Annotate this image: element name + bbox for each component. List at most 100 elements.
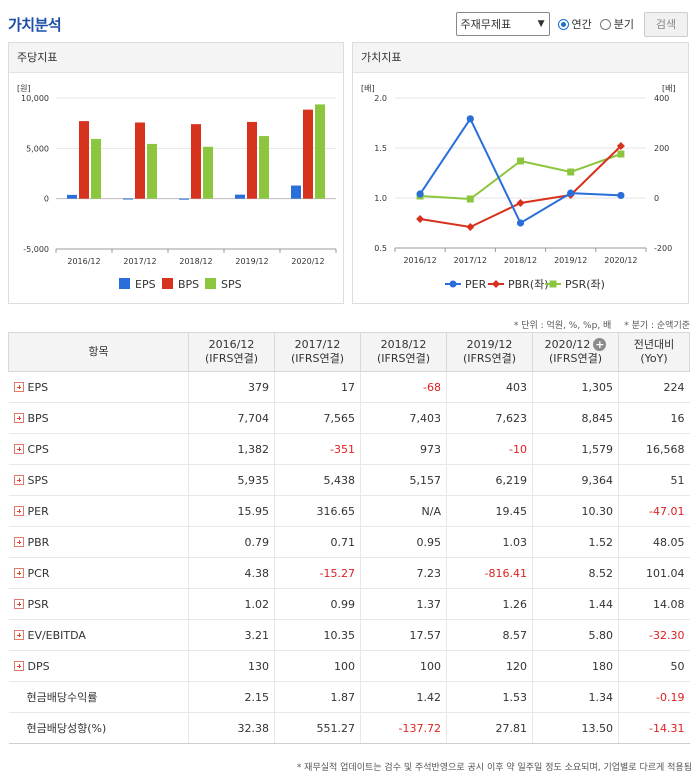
radio-quarter-label: 분기 xyxy=(613,18,634,31)
row-label[interactable]: EPS xyxy=(8,371,189,403)
y-tick-label: -5,000 xyxy=(23,245,49,254)
right-unit-label: [배] xyxy=(662,84,676,93)
footnote: * 재무실적 업데이트는 검수 및 주석반영으로 공시 이후 약 일주일 정도 … xyxy=(296,763,692,773)
table-cell: 0.71 xyxy=(274,526,361,558)
table-cell: 180 xyxy=(532,650,619,682)
bar-eps xyxy=(179,198,189,200)
table-cell: 1.37 xyxy=(360,588,447,620)
table-cell: 1.44 xyxy=(532,588,619,620)
yoy-cell: 48.05 xyxy=(618,526,690,558)
right-tick-label: 200 xyxy=(654,144,669,153)
radio-checked-icon xyxy=(557,18,569,30)
search-button[interactable]: 검색 xyxy=(644,11,688,37)
statement-select-value: 주재무제표 xyxy=(460,18,512,31)
radio-unchecked-icon xyxy=(599,18,611,30)
data-point xyxy=(517,157,524,165)
table-row: PER 15.95 316.65 N/A 19.45 10.30 -47.01 xyxy=(8,495,690,527)
table-row: PCR 4.38 -15.27 7.23 -816.41 8.52 101.04 xyxy=(8,557,690,589)
row-label-text: PSR xyxy=(27,597,49,611)
yoy-cell: -47.01 xyxy=(618,495,690,527)
unit-note: * 단위 : 억원, %, %p, 배 xyxy=(513,321,612,331)
expand-icon[interactable] xyxy=(13,443,24,454)
bar-bps xyxy=(135,122,145,199)
row-label[interactable]: PER xyxy=(8,495,189,527)
expand-icon[interactable] xyxy=(13,598,24,609)
add-column-icon[interactable]: + xyxy=(593,338,607,351)
table-header-row: 항목 2016/12 (IFRS연결) 2017/12 (IFRS연결) 2018/… xyxy=(8,332,690,372)
row-label[interactable]: DPS xyxy=(8,650,189,682)
data-point xyxy=(516,219,525,227)
right-tick-label: 400 xyxy=(654,94,669,103)
row-label[interactable]: PSR xyxy=(8,588,189,620)
radio-annual-label: 연간 xyxy=(571,18,592,31)
bar-eps xyxy=(235,194,245,199)
expand-icon[interactable] xyxy=(13,660,24,671)
col-header: 2019/12 (IFRS연결) xyxy=(446,332,533,372)
yoy-cell: 50 xyxy=(618,650,690,682)
table-cell: 130 xyxy=(188,650,275,682)
data-point xyxy=(416,215,425,223)
table-cell: -351 xyxy=(274,433,361,465)
table-cell: 2.15 xyxy=(188,681,275,713)
table-cell: 19.45 xyxy=(446,495,533,527)
expand-icon[interactable] xyxy=(13,412,24,423)
table-cell: -10 xyxy=(446,433,533,465)
row-label[interactable]: PCR xyxy=(8,557,189,589)
row-label[interactable]: EV/EBITDA xyxy=(8,619,189,651)
table-cell: 10.35 xyxy=(274,619,361,651)
table-row: DPS 130 100 100 120 180 50 xyxy=(8,650,690,682)
data-point xyxy=(416,190,424,198)
radio-quarter[interactable]: 분기 xyxy=(599,16,634,32)
radio-annual[interactable]: 연간 xyxy=(557,16,592,32)
yoy-cell: -0.19 xyxy=(618,681,690,713)
row-label-text: EPS xyxy=(27,380,49,394)
data-point xyxy=(567,189,575,197)
table-cell: 1.03 xyxy=(446,526,533,558)
expand-icon[interactable] xyxy=(13,474,24,485)
table-cell: 6,219 xyxy=(446,464,533,496)
table-row: BPS 7,704 7,565 7,403 7,623 8,845 16 xyxy=(8,402,690,434)
x-tick-label: 2020/12 xyxy=(291,257,324,266)
legend-marker xyxy=(492,280,500,288)
expand-icon[interactable] xyxy=(13,536,24,547)
table-cell: 316.65 xyxy=(274,495,361,527)
row-label-text: SPS xyxy=(27,473,49,487)
table-row: 현금배당수익률 2.15 1.87 1.42 1.53 1.34 -0.19 xyxy=(8,681,690,713)
x-tick-label: 2016/12 xyxy=(67,257,100,266)
data-point xyxy=(466,223,475,231)
row-label[interactable]: CPS xyxy=(8,433,189,465)
table-cell: 17.57 xyxy=(360,619,447,651)
legend-marker xyxy=(449,280,457,288)
col-header: 2017/12 (IFRS연결) xyxy=(274,332,361,372)
expand-icon[interactable] xyxy=(13,567,24,578)
legend-marker xyxy=(549,280,557,288)
x-tick-label: 2017/12 xyxy=(123,257,156,266)
data-point xyxy=(466,195,474,203)
table-cell: 9,364 xyxy=(532,464,619,496)
table-cell: 1.52 xyxy=(532,526,619,558)
expand-icon[interactable] xyxy=(13,381,24,392)
data-point xyxy=(516,199,525,207)
table-cell: 10.30 xyxy=(532,495,619,527)
expand-icon[interactable] xyxy=(13,505,24,516)
row-label[interactable]: SPS xyxy=(8,464,189,496)
table-cell: 100 xyxy=(360,650,447,682)
expand-icon[interactable] xyxy=(13,629,24,640)
yoy-cell: -14.31 xyxy=(618,712,690,744)
item-header: 항목 xyxy=(8,332,189,372)
per-share-chart-title: 주당지표 xyxy=(9,43,343,73)
row-label[interactable]: BPS xyxy=(8,402,189,434)
legend-swatch xyxy=(205,278,216,289)
left-tick-label: 0.5 xyxy=(374,244,387,253)
table-cell: 1,579 xyxy=(532,433,619,465)
bar-eps xyxy=(67,194,77,199)
table-cell: 17 xyxy=(274,371,361,403)
yoy-header: 전년대비 (YoY) xyxy=(618,332,690,372)
table-cell: 1,382 xyxy=(188,433,275,465)
bar-bps xyxy=(247,121,257,199)
y-tick-label: 10,000 xyxy=(21,94,49,103)
table-cell: 7,565 xyxy=(274,402,361,434)
statement-select[interactable]: 주재무제표 ▼ xyxy=(455,12,550,36)
row-label[interactable]: PBR xyxy=(8,526,189,558)
bar-sps xyxy=(259,136,269,199)
